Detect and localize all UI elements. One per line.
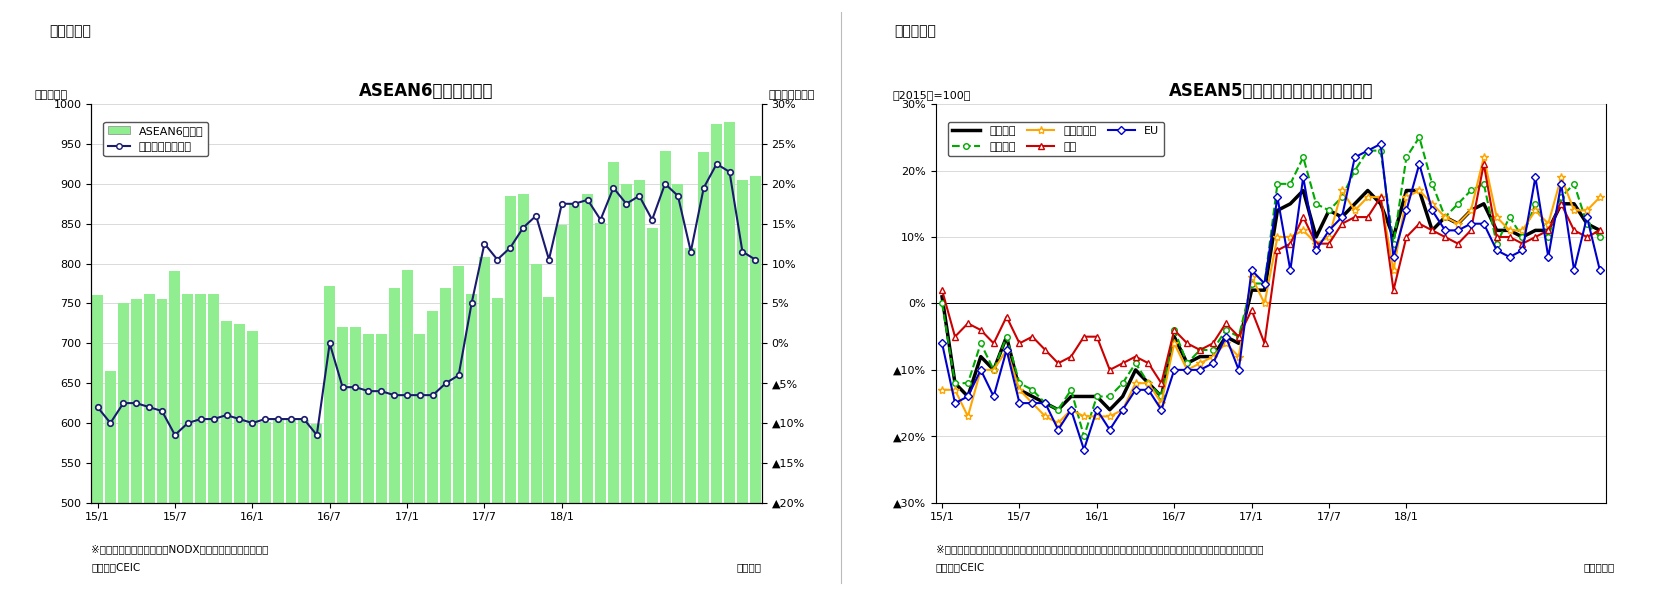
Bar (569, 203, 579, 595)
Bar (273, 420, 283, 595)
Text: （2015年=100）: （2015年=100） (892, 90, 970, 100)
Bar (685, 248, 695, 595)
Bar (402, 270, 412, 595)
Bar (182, 294, 194, 595)
Legend: 輸出全体, 東アジア, 東南アジア, 北米, EU: 輸出全体, 東アジア, 東南アジア, 北米, EU (947, 121, 1163, 156)
Bar (672, 184, 684, 595)
Bar (465, 294, 477, 595)
Text: （資料）CEIC: （資料）CEIC (935, 562, 985, 572)
Bar (478, 257, 490, 595)
Bar (583, 194, 592, 595)
Bar (543, 297, 554, 595)
Bar (362, 334, 374, 595)
Text: （年月）: （年月） (736, 562, 761, 572)
Bar (634, 180, 644, 595)
Text: （年／月）: （年／月） (1582, 562, 1614, 572)
Bar (118, 303, 129, 595)
Text: ※シンガポールの輸出額はNODX（石油と再輸出除く）。: ※シンガポールの輸出額はNODX（石油と再輸出除く）。 (91, 544, 268, 555)
Bar (414, 334, 425, 595)
Title: ASEAN6カ国の輸出額: ASEAN6カ国の輸出額 (359, 82, 493, 100)
Bar (698, 152, 708, 595)
Bar (710, 124, 722, 595)
Bar (594, 223, 606, 595)
Bar (157, 299, 167, 595)
Bar (518, 194, 528, 595)
Bar (195, 294, 207, 595)
Bar (298, 420, 309, 595)
Bar (530, 264, 541, 595)
Bar (104, 371, 116, 595)
Bar (723, 121, 735, 595)
Bar (260, 422, 270, 595)
Bar (453, 266, 463, 595)
Bar (440, 289, 450, 595)
Text: （資料）CEIC: （資料）CEIC (91, 562, 141, 572)
Bar (389, 289, 399, 595)
Bar (556, 226, 568, 595)
Bar (93, 296, 103, 595)
Bar (607, 161, 619, 595)
Bar (492, 298, 503, 595)
Bar (427, 311, 439, 595)
Bar (144, 294, 154, 595)
Bar (376, 334, 387, 595)
Text: （前年同月比）: （前年同月比） (768, 90, 814, 100)
Text: （図表１）: （図表１） (50, 24, 91, 38)
Bar (750, 176, 760, 595)
Bar (621, 184, 632, 595)
Text: （億ドル）: （億ドル） (35, 90, 68, 100)
Bar (209, 294, 218, 595)
Bar (169, 271, 180, 595)
Bar (285, 420, 296, 595)
Text: （図表２）: （図表２） (894, 24, 935, 38)
Bar (645, 228, 657, 595)
Text: ※タイ、マレーシア、シンガポール（地場輸出）、インドネシア（非石油ガス輸出）、フィリピンの輸出より算出。: ※タイ、マレーシア、シンガポール（地場輸出）、インドネシア（非石油ガス輸出）、フ… (935, 544, 1263, 555)
Bar (247, 331, 258, 595)
Bar (349, 327, 361, 595)
Legend: ASEAN6ヵ国計, 増加率（右目盛）: ASEAN6ヵ国計, 増加率（右目盛） (103, 121, 209, 156)
Bar (233, 324, 245, 595)
Bar (505, 196, 515, 595)
Title: ASEAN5ヵ国　仕向け地別の輸出動向: ASEAN5ヵ国 仕向け地別の輸出動向 (1168, 82, 1372, 100)
Bar (338, 327, 348, 595)
Bar (324, 286, 334, 595)
Bar (220, 321, 232, 595)
Bar (131, 299, 142, 595)
Bar (659, 151, 670, 595)
Bar (311, 424, 323, 595)
Bar (736, 180, 748, 595)
